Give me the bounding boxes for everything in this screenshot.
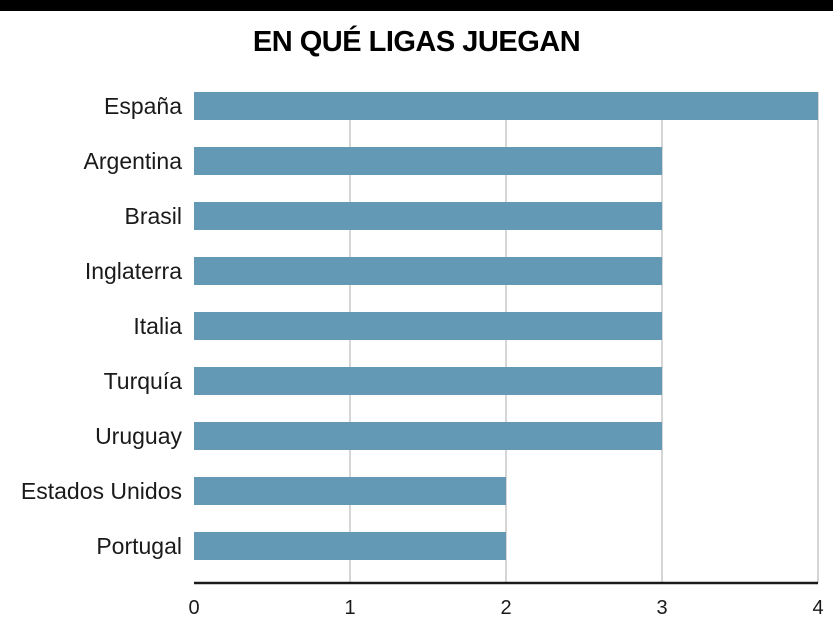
category-label-5: Italia bbox=[133, 313, 182, 339]
category-label-1: España bbox=[104, 93, 182, 119]
bar-layer bbox=[194, 92, 818, 560]
bar-2 bbox=[194, 147, 662, 175]
bar-1 bbox=[194, 92, 818, 120]
chart-title: EN QUÉ LIGAS JUEGAN bbox=[252, 26, 581, 58]
bar-4 bbox=[194, 257, 662, 285]
bar-8 bbox=[194, 477, 506, 505]
bar-3 bbox=[194, 202, 662, 230]
category-label-6: Turquía bbox=[104, 368, 183, 394]
category-label-2: Argentina bbox=[84, 148, 183, 174]
x-tick-label-1: 1 bbox=[344, 597, 355, 619]
top-rule bbox=[0, 0, 833, 11]
x-tick-label-4: 4 bbox=[812, 597, 823, 619]
category-label-9: Portugal bbox=[96, 533, 182, 559]
category-label-3: Brasil bbox=[124, 203, 182, 229]
bar-6 bbox=[194, 367, 662, 395]
bar-9 bbox=[194, 532, 506, 560]
bar-5 bbox=[194, 312, 662, 340]
category-label-4: Inglaterra bbox=[85, 258, 182, 284]
category-label-8: Estados Unidos bbox=[21, 478, 182, 504]
x-tick-label-2: 2 bbox=[500, 597, 511, 619]
bar-7 bbox=[194, 422, 662, 450]
x-tick-label-0: 0 bbox=[188, 597, 199, 619]
label-layer: 0 1 2 3 4 España Argentina Brasil Inglaterra Ital… bbox=[21, 93, 824, 619]
x-tick-label-3: 3 bbox=[656, 597, 667, 619]
category-label-7: Uruguay bbox=[95, 423, 182, 449]
